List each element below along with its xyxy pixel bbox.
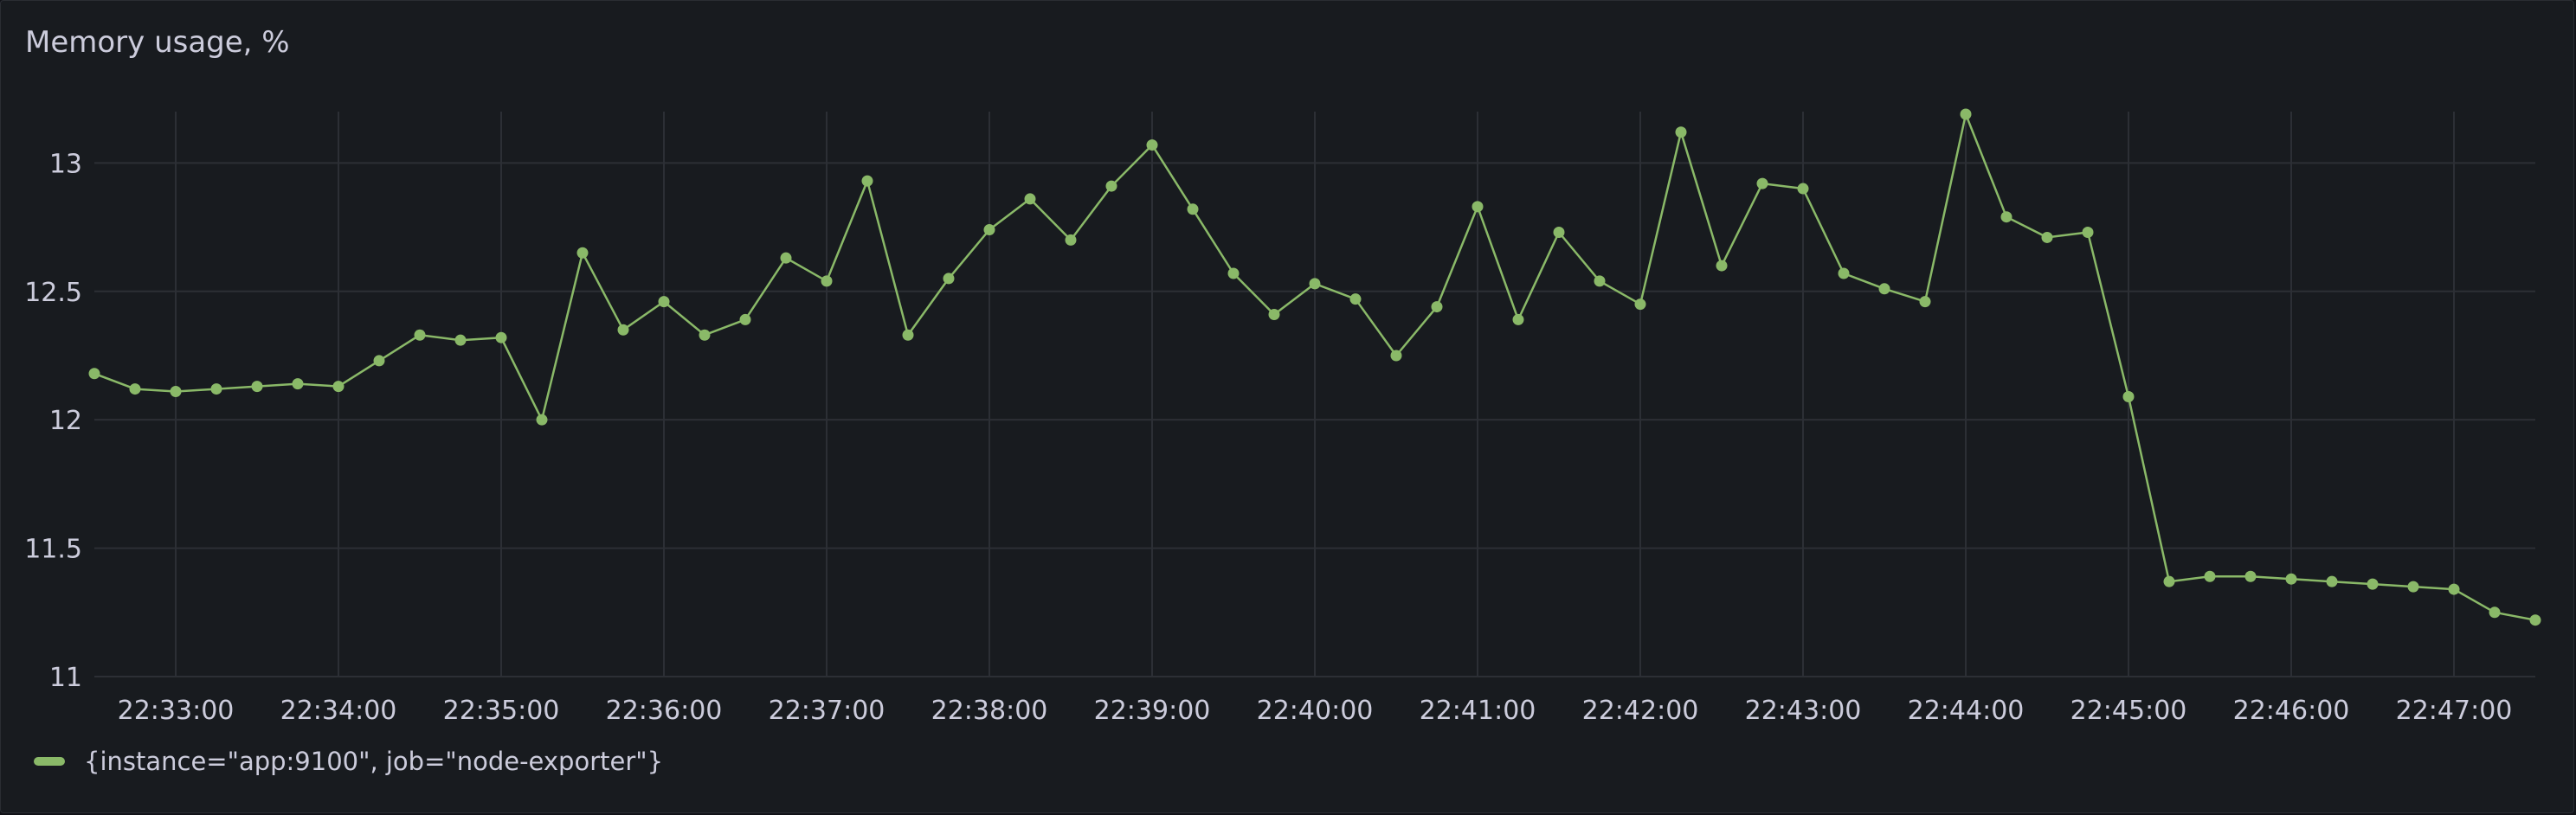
x-tick-label: 22:38:00 [931,696,1048,726]
data-point[interactable] [2122,390,2135,402]
data-point[interactable] [1634,298,1646,311]
x-tick-label: 22:34:00 [280,696,397,726]
x-tick-label: 22:47:00 [2396,696,2513,726]
data-point[interactable] [292,378,304,390]
data-point[interactable] [170,386,182,398]
panel-title: Memory usage, % [25,25,290,60]
legend-color-swatch [34,757,65,766]
data-point[interactable] [1431,301,1443,313]
x-tick-label: 22:40:00 [1257,696,1374,726]
data-point[interactable] [821,275,833,287]
series-layer [88,108,2541,626]
data-point[interactable] [1919,296,1931,308]
grid-layer [94,112,2535,677]
data-point[interactable] [2204,570,2216,582]
data-point[interactable] [1797,183,1809,195]
y-tick-label: 12.5 [24,278,82,308]
data-point[interactable] [2407,581,2419,593]
data-point[interactable] [1594,275,1606,287]
x-tick-label: 22:35:00 [443,696,560,726]
data-point[interactable] [617,324,629,336]
data-point[interactable] [1390,350,1402,362]
data-point[interactable] [1309,278,1321,290]
x-tick-label: 22:37:00 [769,696,886,726]
data-point[interactable] [1349,293,1362,305]
data-point[interactable] [1227,267,1240,279]
data-point[interactable] [1878,283,1890,295]
x-tick-label: 22:45:00 [2070,696,2187,726]
data-point[interactable] [699,329,711,341]
data-point[interactable] [129,383,141,395]
data-point[interactable] [2285,573,2297,585]
y-tick-label: 11 [49,663,82,693]
data-point[interactable] [2163,575,2175,587]
data-point[interactable] [495,331,507,343]
data-point[interactable] [1268,308,1280,320]
data-point[interactable] [1146,139,1158,151]
data-point[interactable] [1716,260,1728,272]
data-point[interactable] [576,247,589,259]
x-tick-label: 22:33:00 [118,696,235,726]
x-tick-label: 22:43:00 [1745,696,1862,726]
data-point[interactable] [2244,570,2257,582]
data-point[interactable] [780,252,792,264]
data-point[interactable] [658,296,670,308]
data-point[interactable] [2367,578,2379,590]
data-point[interactable] [1105,180,1117,192]
y-tick-label: 12 [49,406,82,436]
data-point[interactable] [2529,614,2541,626]
data-point[interactable] [2000,211,2012,223]
y-tick-label: 13 [49,149,82,179]
y-tick-label: 11.5 [24,535,82,565]
data-point[interactable] [414,329,426,341]
data-point[interactable] [2489,606,2501,619]
x-tick-label: 22:46:00 [2233,696,2350,726]
data-point[interactable] [1838,267,1850,279]
data-point[interactable] [332,381,345,393]
data-point[interactable] [943,273,955,285]
data-point[interactable] [739,313,751,325]
data-point[interactable] [2326,575,2338,587]
x-tick-label: 22:41:00 [1420,696,1536,726]
data-point[interactable] [2448,583,2460,595]
data-point[interactable] [1512,313,1524,325]
x-tick-label: 22:42:00 [1582,696,1699,726]
data-point[interactable] [1675,126,1687,138]
data-point[interactable] [1187,203,1199,215]
legend-label[interactable]: {instance="app:9100", job="node-exporter… [84,747,664,776]
data-point[interactable] [1960,108,1972,120]
data-point[interactable] [373,355,385,367]
data-point[interactable] [251,381,263,393]
x-tick-label: 22:44:00 [1908,696,2025,726]
data-point[interactable] [210,383,222,395]
data-point[interactable] [2041,231,2053,243]
data-point[interactable] [1756,177,1768,189]
data-point[interactable] [454,334,467,346]
data-point[interactable] [2082,227,2094,239]
data-point[interactable] [902,329,914,341]
data-point[interactable] [1472,201,1484,213]
legend[interactable]: {instance="app:9100", job="node-exporter… [34,747,663,776]
x-axis: 22:33:00 22:34:00 22:35:00 22:36:00 22:37:00… [118,696,2513,726]
x-tick-label: 22:36:00 [606,696,723,726]
x-tick-label: 22:39:00 [1094,696,1211,726]
data-point[interactable] [1553,227,1565,239]
data-point[interactable] [88,368,100,380]
data-point[interactable] [861,175,873,187]
data-point[interactable] [1065,234,1077,246]
data-point[interactable] [536,414,548,426]
data-point[interactable] [1024,193,1036,205]
data-point[interactable] [983,224,995,236]
y-axis: 11 11.5 12 12.5 13 [24,149,82,693]
